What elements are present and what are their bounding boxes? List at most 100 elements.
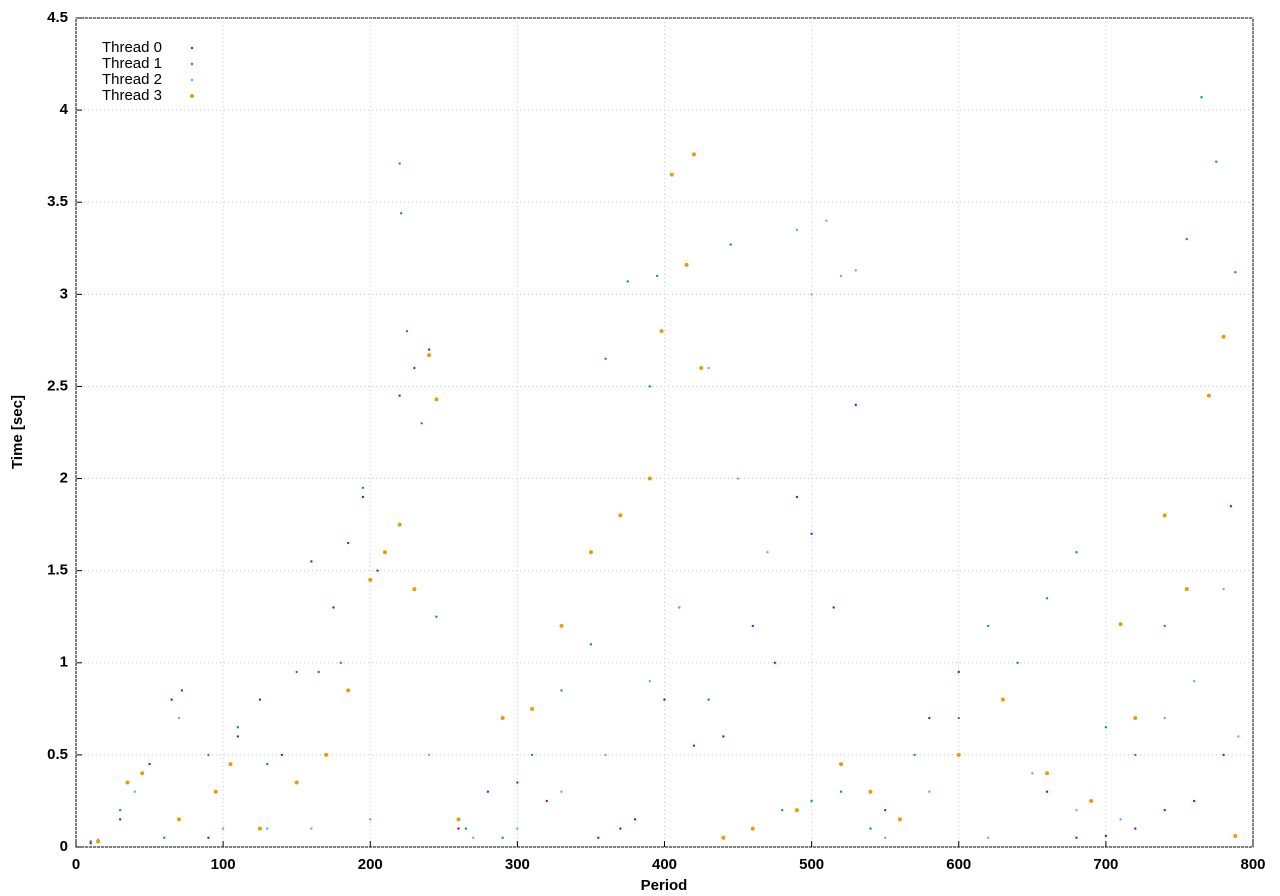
point <box>213 789 218 794</box>
point <box>317 670 320 674</box>
point <box>516 781 519 784</box>
point <box>257 826 262 831</box>
point <box>928 716 931 720</box>
point <box>176 817 181 822</box>
point <box>324 752 329 757</box>
point <box>236 735 240 738</box>
point <box>1104 834 1108 838</box>
point <box>699 366 704 371</box>
point <box>295 670 298 674</box>
point <box>180 689 184 692</box>
point <box>1234 271 1237 274</box>
point <box>1162 513 1167 518</box>
point <box>588 550 593 555</box>
point <box>794 808 799 813</box>
point <box>1215 160 1218 163</box>
point <box>530 753 534 757</box>
x-tick-label: 500 <box>799 856 824 873</box>
point <box>928 790 931 793</box>
point <box>236 726 240 729</box>
y-tick-label: 0 <box>60 838 68 855</box>
point <box>399 212 403 215</box>
point <box>1089 798 1094 803</box>
point <box>663 698 666 701</box>
point <box>163 836 166 839</box>
point <box>339 661 343 664</box>
point <box>266 827 269 830</box>
point <box>795 228 799 232</box>
point <box>986 624 990 628</box>
point <box>1118 622 1123 627</box>
point <box>647 476 652 481</box>
point <box>456 817 461 822</box>
point <box>133 790 137 793</box>
y-tick-label: 1 <box>60 654 68 671</box>
point <box>883 808 887 812</box>
y-tick-label: 2.5 <box>47 377 68 394</box>
x-tick-label: 400 <box>652 856 677 873</box>
point <box>1134 827 1137 830</box>
legend-marker <box>190 46 194 50</box>
point <box>1133 716 1138 721</box>
y-tick-label: 3.5 <box>47 193 68 210</box>
point <box>368 577 373 582</box>
point <box>346 688 351 693</box>
point <box>427 753 431 757</box>
point <box>228 762 233 767</box>
point <box>795 495 799 499</box>
point <box>464 827 468 830</box>
point <box>1184 587 1189 592</box>
point <box>684 262 689 267</box>
x-tick-label: 300 <box>505 856 530 873</box>
point <box>1185 237 1188 241</box>
point <box>170 698 173 701</box>
point <box>545 799 548 803</box>
y-tick-label: 1.5 <box>47 562 68 579</box>
point <box>1119 818 1122 821</box>
point <box>1221 334 1226 339</box>
point <box>369 818 372 821</box>
legend-label: Thread 0 <box>102 39 162 56</box>
point <box>376 569 379 572</box>
point <box>1237 735 1240 738</box>
point <box>648 385 651 388</box>
point <box>405 329 409 333</box>
point <box>559 623 564 628</box>
point <box>1016 661 1019 664</box>
point <box>659 329 664 334</box>
point <box>810 799 813 803</box>
point <box>619 827 622 830</box>
point <box>1075 551 1078 554</box>
point <box>398 394 401 397</box>
x-tick-label: 100 <box>211 856 236 873</box>
point <box>604 357 607 361</box>
point <box>604 753 607 757</box>
point <box>1045 790 1049 793</box>
point <box>118 808 122 812</box>
x-tick-label: 700 <box>1093 856 1118 873</box>
y-axis-label: Time [sec] <box>9 395 26 469</box>
point <box>346 541 350 545</box>
point <box>869 827 872 830</box>
point <box>1200 96 1203 99</box>
point <box>140 771 145 776</box>
point <box>655 274 659 278</box>
y-tick-label: 2 <box>60 470 68 487</box>
point <box>361 486 365 489</box>
point <box>669 172 674 177</box>
point <box>839 762 844 767</box>
point <box>678 606 681 609</box>
point <box>729 243 732 246</box>
point <box>1031 772 1034 775</box>
point <box>435 615 438 618</box>
point <box>427 348 431 351</box>
point <box>897 817 902 822</box>
point <box>736 477 740 480</box>
point <box>1192 680 1196 683</box>
point <box>957 716 960 720</box>
point <box>118 818 122 821</box>
point <box>810 293 813 296</box>
point <box>500 716 505 721</box>
point <box>868 789 873 794</box>
